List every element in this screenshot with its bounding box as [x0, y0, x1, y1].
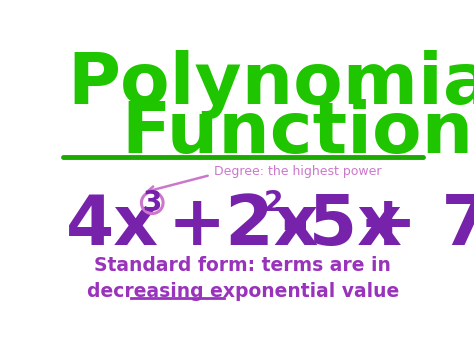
Text: 3: 3 — [143, 189, 162, 217]
Text: Standard form: terms are in: Standard form: terms are in — [94, 256, 392, 275]
Text: Function: Function — [121, 99, 474, 168]
Text: Polynomial: Polynomial — [67, 50, 474, 119]
Text: + 7: + 7 — [359, 192, 474, 260]
Text: decreasing exponential value: decreasing exponential value — [87, 282, 399, 301]
Text: +2x: +2x — [168, 192, 319, 260]
Text: -5x: -5x — [280, 192, 402, 260]
Text: 4x: 4x — [65, 192, 159, 260]
Text: 2: 2 — [264, 189, 283, 217]
Text: Degree: the highest power: Degree: the highest power — [214, 165, 382, 179]
